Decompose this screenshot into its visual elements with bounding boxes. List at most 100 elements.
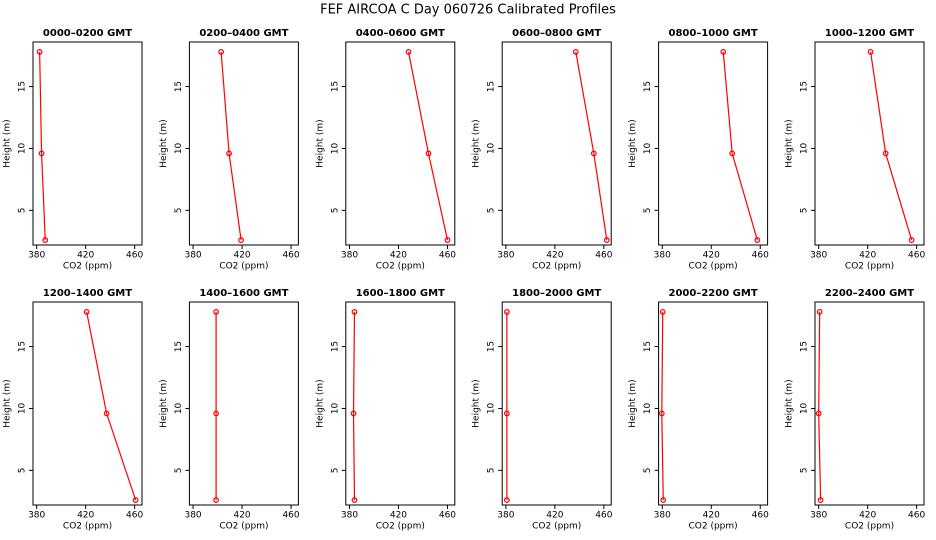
plot-frame (814, 41, 925, 246)
x-tick-label: 380 (810, 511, 827, 521)
data-point (213, 410, 219, 417)
x-tick-label: 420 (233, 511, 250, 521)
x-tick-label: 420 (703, 251, 720, 261)
x-tick-label: 380 (497, 251, 514, 261)
data-point (729, 150, 736, 157)
data-point (882, 150, 889, 157)
x-tick-label: 380 (654, 511, 671, 521)
y-axis-label: Height (m) (628, 119, 638, 167)
y-tick-label: 15 (643, 341, 653, 352)
data-point (503, 309, 510, 315)
y-tick-label: 15 (800, 81, 810, 92)
profile-line (722, 51, 758, 241)
data-point (103, 410, 110, 417)
x-axis-label: CO2 (ppm) (532, 522, 581, 532)
data-point (38, 150, 45, 157)
y-axis-label: Height (m) (159, 119, 169, 167)
x-tick-label: 380 (28, 251, 45, 261)
profile-line (86, 311, 137, 501)
y-axis-label: Height (m) (159, 379, 169, 427)
x-tick-label: 420 (703, 511, 720, 521)
plot-frame (501, 41, 612, 246)
y-tick-label: 10 (330, 142, 340, 154)
y-axis-label: Height (m) (785, 119, 795, 167)
panel-title: 1000–1200 GMT (825, 28, 914, 39)
data-point (503, 497, 510, 503)
plot-frame (188, 41, 299, 246)
data-point (603, 237, 610, 243)
data-point (503, 410, 510, 417)
y-tick-label: 10 (487, 142, 497, 154)
x-tick-label: 460 (439, 511, 456, 521)
data-point (658, 410, 665, 417)
plot-frame (814, 301, 925, 506)
x-tick-label: 460 (282, 251, 299, 261)
data-point (659, 309, 666, 315)
y-tick-label: 10 (18, 142, 28, 154)
x-tick-label: 460 (126, 251, 143, 261)
y-tick-label: 10 (800, 402, 810, 414)
x-tick-label: 460 (752, 251, 769, 261)
x-tick-label: 420 (546, 251, 563, 261)
y-tick-label: 15 (487, 81, 497, 92)
data-point (444, 237, 451, 243)
y-axis-label: Height (m) (3, 379, 13, 427)
x-axis-label: CO2 (ppm) (845, 522, 894, 532)
panel-title: 1800–2000 GMT (512, 288, 601, 299)
data-point (83, 309, 90, 315)
plot-frame (32, 301, 143, 506)
plot-frame (501, 301, 612, 506)
y-tick-label: 5 (643, 207, 653, 213)
y-tick-label: 15 (800, 341, 810, 352)
y-tick-label: 10 (330, 402, 340, 414)
y-axis-label: Height (m) (3, 119, 13, 167)
x-axis-label: CO2 (ppm) (219, 522, 268, 532)
x-tick-label: 420 (859, 251, 876, 261)
y-tick-label: 10 (643, 402, 653, 414)
panel-title: 0800–1000 GMT (669, 28, 758, 39)
profile-line (870, 51, 913, 241)
y-tick-label: 10 (800, 142, 810, 154)
data-point (425, 150, 432, 157)
x-tick-label: 420 (390, 511, 407, 521)
y-tick-label: 5 (18, 467, 28, 473)
panel-title: 0400–0600 GMT (356, 28, 445, 39)
x-tick-label: 380 (184, 251, 201, 261)
panel-title: 2200–2400 GMT (825, 288, 914, 299)
x-tick-label: 380 (341, 251, 358, 261)
y-tick-label: 10 (18, 402, 28, 414)
y-axis-label: Height (m) (315, 379, 325, 427)
data-point (720, 49, 727, 55)
y-tick-label: 15 (330, 341, 340, 352)
y-tick-label: 15 (174, 81, 184, 92)
x-axis-label: CO2 (ppm) (845, 262, 894, 272)
y-tick-label: 5 (18, 207, 28, 213)
x-axis-label: CO2 (ppm) (63, 262, 112, 272)
x-tick-label: 460 (908, 251, 925, 261)
y-tick-label: 15 (18, 81, 28, 92)
data-point (815, 410, 822, 417)
data-point (867, 49, 874, 55)
x-tick-label: 420 (77, 251, 94, 261)
x-tick-label: 380 (497, 511, 514, 521)
y-axis-label: Height (m) (472, 379, 482, 427)
data-point (405, 49, 412, 55)
panel-title: 0600–0800 GMT (512, 28, 601, 39)
plot-frame (658, 41, 769, 246)
y-tick-label: 5 (330, 207, 340, 213)
x-axis-label: CO2 (ppm) (219, 262, 268, 272)
panel-title: 1200–1400 GMT (43, 288, 132, 299)
data-point (213, 309, 219, 315)
y-tick-label: 5 (330, 467, 340, 473)
x-tick-label: 460 (908, 511, 925, 521)
profile-line (39, 51, 46, 241)
profile-line (661, 311, 664, 501)
profile-line (407, 51, 449, 241)
y-tick-label: 15 (18, 341, 28, 352)
y-tick-label: 5 (800, 207, 810, 213)
profile-line (818, 311, 822, 501)
data-point (660, 497, 667, 503)
plot-frame (188, 301, 299, 506)
y-tick-label: 5 (174, 467, 184, 473)
y-tick-label: 5 (487, 467, 497, 473)
